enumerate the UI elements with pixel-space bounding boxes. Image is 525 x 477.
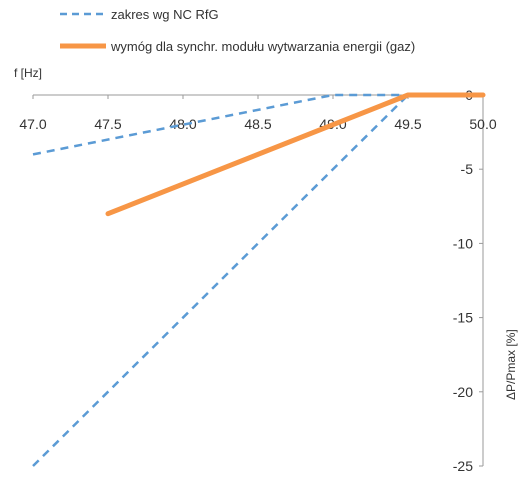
- x-tick-label: 49.5: [394, 116, 421, 132]
- y-tick-label: -25: [453, 458, 473, 474]
- series-1-line-1: [32, 93, 408, 156]
- legend-label-series-2: wymóg dla synchr. modułu wytwarzania ene…: [110, 39, 415, 54]
- x-tick-label: 47.0: [19, 116, 46, 132]
- x-axis-title: f [Hz]: [14, 66, 42, 80]
- y-tick-label: -20: [453, 384, 473, 400]
- x-tick-label: 50.0: [469, 116, 496, 132]
- axes: [32, 94, 484, 467]
- series-2-line-1: [105, 92, 486, 217]
- tick-labels: 47.0 47.5 48.0 48.5 49.0 49.5 50.00-5-10-15-20…: [19, 87, 496, 474]
- y-axis-title: ΔP/Pmax [%]: [504, 329, 518, 400]
- legend-label-series-1: zakres wg NC RfG: [111, 7, 219, 22]
- y-tick-label: -5: [461, 161, 474, 177]
- x-tick-label: 48.0: [169, 116, 196, 132]
- y-tick-label: -15: [453, 310, 473, 326]
- legend: zakres wg NC RfG wymóg dla synchr. moduł…: [60, 7, 415, 54]
- x-tick-label: 47.5: [94, 116, 121, 132]
- y-tick-label: -10: [453, 235, 473, 251]
- series-1-line-2: [32, 94, 409, 467]
- plot-area: [32, 92, 486, 467]
- x-tick-label: 48.5: [244, 116, 271, 132]
